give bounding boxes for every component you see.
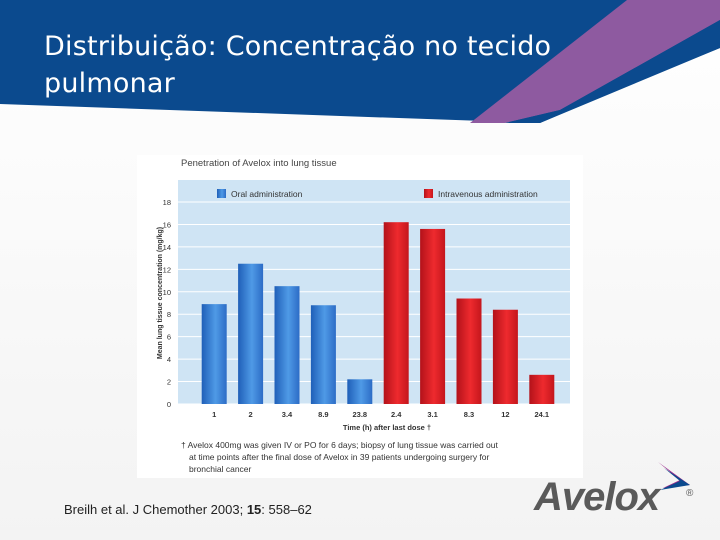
chart-figure: Penetration of Avelox into lung tissue 0… <box>137 155 583 478</box>
y-axis-label: Mean lung tissue concentration (mg/kg) <box>157 227 164 359</box>
x-tick-label: 23.8 <box>352 410 367 419</box>
x-tick-label: 8.9 <box>318 410 328 419</box>
citation-volume: 15 <box>246 502 262 517</box>
x-tick-label: 2.4 <box>391 410 402 419</box>
logo-registered-mark: ® <box>686 488 694 499</box>
y-tick-label: 18 <box>163 198 171 207</box>
y-tick-label: 10 <box>163 288 171 297</box>
bar-iv-24.1 <box>529 374 555 404</box>
avelox-logo-mark: Avelox ® <box>533 462 694 519</box>
chart-title: Penetration of Avelox into lung tissue <box>181 158 337 169</box>
y-tick-label: 16 <box>163 220 171 229</box>
bar-oral-1 <box>201 304 227 404</box>
x-tick-label: 1 <box>212 410 216 419</box>
slide-header: Distribuição: Concentração no tecido pul… <box>0 0 720 125</box>
x-axis-ticks: 1 2 3.4 8.9 23.8 2.4 3.1 8.3 12 24.1 <box>212 410 549 419</box>
header-purple-stripe <box>470 0 720 123</box>
footnote-line: at time points after the final dose of A… <box>189 452 490 462</box>
footnote-line: bronchial cancer <box>189 464 252 474</box>
logo-wordmark: Avelox <box>533 475 662 518</box>
bar-oral-8.9 <box>310 305 336 404</box>
legend-label-iv: Intravenous administration <box>438 189 538 199</box>
citation-prefix: Breilh et al. J Chemother 2003; <box>64 502 247 517</box>
avelox-logo: Avelox ® <box>530 458 705 523</box>
y-tick-label: 4 <box>167 355 171 364</box>
y-tick-label: 2 <box>167 378 171 387</box>
y-tick-label: 8 <box>167 310 171 319</box>
footnote-line: † Avelox 400mg was given IV or PO for 6 … <box>181 440 499 450</box>
bar-iv-2.4 <box>383 222 409 404</box>
bar-oral-23.8 <box>347 379 373 404</box>
legend-swatch-oral <box>217 189 226 198</box>
y-tick-label: 0 <box>167 400 171 409</box>
legend-swatch-iv <box>424 189 433 198</box>
x-tick-label: 12 <box>501 410 509 419</box>
y-tick-label: 6 <box>167 333 171 342</box>
x-axis-label: Time (h) after last dose † <box>343 423 431 432</box>
slide-title: Distribuição: Concentração no tecido pul… <box>44 31 552 99</box>
y-tick-label: 12 <box>163 265 171 274</box>
bar-oral-2 <box>238 263 264 404</box>
bar-chart: Penetration of Avelox into lung tissue 0… <box>157 158 570 474</box>
x-tick-label: 2 <box>249 410 253 419</box>
citation-suffix: : 558–62 <box>261 502 312 517</box>
bar-iv-12 <box>492 309 518 404</box>
citation: Breilh et al. J Chemother 2003; 15: 558–… <box>64 502 312 517</box>
x-tick-label: 24.1 <box>534 410 549 419</box>
logo-swoosh-blue <box>660 468 690 490</box>
bar-oral-3.4 <box>274 286 300 404</box>
bars <box>201 222 555 404</box>
x-tick-label: 3.1 <box>427 410 437 419</box>
bar-iv-3.1 <box>420 228 446 404</box>
x-tick-label: 3.4 <box>282 410 293 419</box>
bar-iv-8.3 <box>456 298 482 404</box>
legend: Oral administration Intravenous administ… <box>217 189 538 199</box>
header-background <box>0 0 720 123</box>
x-tick-label: 8.3 <box>464 410 474 419</box>
y-tick-label: 14 <box>163 243 171 252</box>
legend-label-oral: Oral administration <box>231 189 303 199</box>
y-axis-ticks: 0 2 4 6 8 10 12 14 16 18 <box>163 198 171 409</box>
